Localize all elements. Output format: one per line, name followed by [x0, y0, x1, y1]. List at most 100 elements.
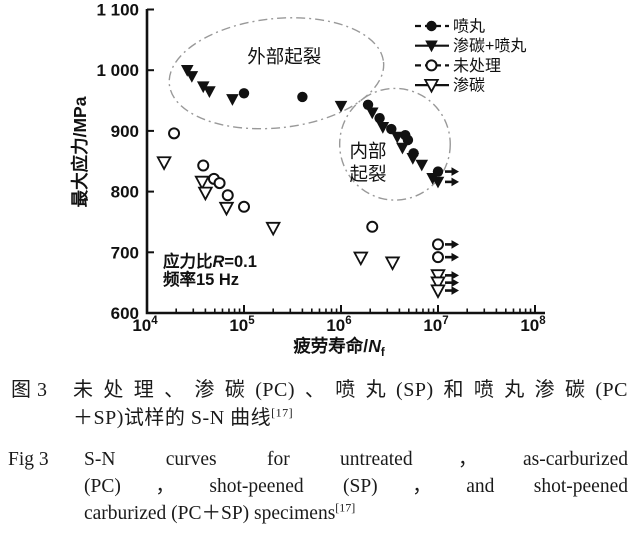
point-pc-sp [365, 107, 379, 120]
figure-captions: 图 3 未处理、渗碳(PC)、喷丸(SP)和喷丸渗碳(PC ＋SP)试样的 S-… [0, 370, 636, 527]
region-ellipse-1 [338, 87, 451, 201]
runout-point-pc [430, 284, 446, 299]
region-label-1-0: 内部 [350, 141, 387, 162]
point-sp [374, 112, 385, 124]
point-sp [297, 91, 308, 103]
y-tick-label: 900 [111, 122, 139, 141]
point-pc [194, 175, 210, 191]
y-tick-label: 800 [111, 183, 139, 202]
point-untreated [197, 159, 210, 172]
runout-point-pc [430, 269, 446, 284]
point-pc [197, 186, 214, 202]
runout-point-untreated [432, 238, 444, 251]
y-axis-ticks: 1 100 1 000 900 800 700 600 [96, 1, 154, 323]
point-pc-sp [185, 71, 199, 83]
legend-label-untreated: 未处理 [453, 57, 501, 75]
legend-item-pc: 渗碳 [415, 77, 485, 95]
region-label-1-1: 起裂 [350, 164, 387, 185]
runout-arrowhead [451, 167, 459, 176]
point-pc-sp [376, 122, 390, 134]
point-sp [238, 88, 250, 99]
axis-labels: 最大应力/MPa 疲劳寿命/Nf [70, 96, 385, 359]
x-tick-label: 106 [326, 315, 351, 335]
point-sp [386, 123, 397, 135]
reference-superscript-en: [17] [335, 500, 356, 515]
point-pc [265, 221, 282, 237]
legend-item-untreated: 未处理 [415, 57, 501, 75]
point-pc-sp [426, 173, 439, 185]
caption-en-line1: S-N curves for untreated，as-carburized [84, 449, 628, 470]
point-pc-sp [406, 153, 420, 165]
runout-point-untreated [432, 251, 444, 264]
point-pc [352, 251, 369, 267]
point-sp [362, 99, 374, 110]
x-axis-ticks: 104 105 106 107 108 [132, 305, 546, 335]
caption-english: Fig 3 S-N curves for untreated，as-carbur… [8, 446, 628, 527]
x-tick-label: 104 [132, 315, 158, 335]
caption-en-line2: (PC)，shot-peened (SP)，and shot-peened [84, 476, 628, 497]
runout-point-pc [430, 276, 446, 292]
point-untreated [213, 177, 226, 190]
region-ellipse-0 [168, 17, 385, 130]
caption-zh-fig-label: 图 3 [11, 379, 48, 401]
caption-zh-line2: ＋SP)试样的 S-N 曲线[17] [73, 404, 628, 432]
caption-en-line3: carburized (PC＋SP) specimens[17] [84, 500, 628, 527]
caption-zh-body: 未处理、渗碳(PC)、喷丸(SP)和喷丸渗碳(PC ＋SP)试样的 S-N 曲线… [73, 376, 628, 432]
note-line-1: 频率15 Hz [163, 269, 239, 289]
point-untreated [221, 189, 234, 202]
legend-label-pc: 渗碳 [453, 77, 485, 95]
note-line-0: 应力比R=0.1 [163, 251, 257, 271]
series-pc-sp [180, 65, 459, 189]
legend-marker-pc [423, 79, 440, 94]
caption-chinese: 图 3 未处理、渗碳(PC)、喷丸(SP)和喷丸渗碳(PC ＋SP)试样的 S-… [8, 376, 628, 432]
y-tick-label: 1 100 [96, 1, 139, 20]
legend-label-sp: 喷丸 [453, 18, 485, 36]
point-pc-sp [390, 131, 404, 144]
point-pc-sp [180, 65, 194, 77]
legend-marker-pc-sp [425, 40, 438, 53]
point-pc-sp [415, 159, 429, 172]
point-untreated [168, 127, 181, 140]
y-axis-label: 最大应力/MPa [70, 96, 90, 207]
point-pc-sp [396, 142, 409, 155]
x-tick-label: 105 [229, 315, 255, 335]
runout-arrowhead [451, 278, 459, 287]
caption-en-line3-text: carburized (PC＋SP) specimens [84, 503, 336, 524]
runout-arrowhead [451, 271, 459, 280]
legend-marker-sp [426, 20, 437, 32]
point-pc-sp [203, 86, 216, 98]
y-tick-label: 700 [111, 243, 139, 262]
caption-en-fig-label: Fig 3 [8, 449, 49, 470]
legend-marker-untreated [425, 59, 438, 72]
legend-item-pc-sp: 渗碳+喷丸 [415, 37, 526, 55]
runout-point-pc-sp [431, 176, 445, 189]
region-label-0-0: 外部起裂 [247, 46, 321, 67]
point-pc-sp [196, 81, 210, 94]
series-untreated [168, 127, 459, 264]
reference-superscript-zh: [17] [271, 405, 294, 420]
y-tick-label: 1 000 [96, 61, 139, 80]
runout-arrowhead [451, 286, 459, 295]
x-axis-label: 疲劳寿命/Nf [293, 336, 385, 359]
point-pc [156, 156, 172, 171]
caption-zh-line2-text: ＋SP)试样的 S-N 曲线 [73, 407, 272, 429]
y-tick-label: 600 [111, 304, 139, 323]
series-pc [156, 156, 459, 299]
point-untreated [366, 220, 379, 233]
point-sp [402, 134, 414, 146]
runout-arrowhead [451, 240, 459, 249]
point-untreated [238, 200, 250, 213]
point-pc [384, 256, 401, 272]
x-tick-label: 108 [520, 315, 546, 335]
x-tick-label: 107 [423, 315, 448, 335]
legend-label-pc-sp: 渗碳+喷丸 [453, 37, 526, 55]
legend-item-sp: 喷丸 [415, 18, 485, 36]
caption-en-body: S-N curves for untreated，as-carburized (… [84, 446, 628, 527]
runout-arrowhead [451, 252, 459, 262]
caption-zh-line1: 未处理、渗碳(PC)、喷丸(SP)和喷丸渗碳(PC [73, 379, 628, 401]
